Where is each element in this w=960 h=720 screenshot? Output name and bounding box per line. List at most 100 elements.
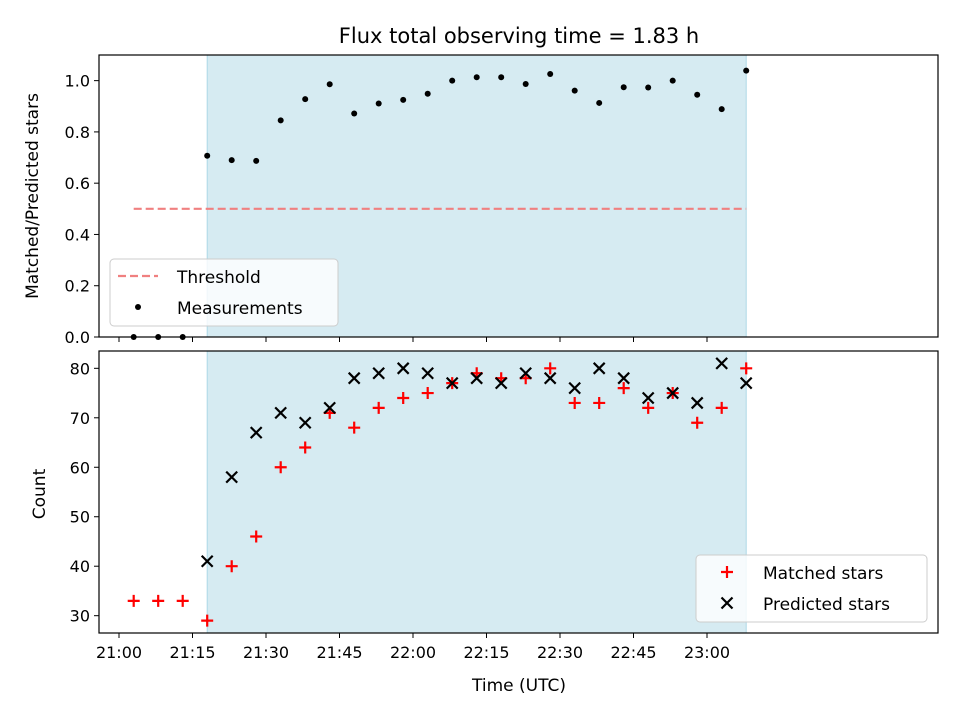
top-y-tick-label: 0.6 [65, 174, 90, 193]
bottom-plot-frame [98, 350, 939, 634]
measurement-point [253, 157, 260, 164]
matched-stars-point [152, 594, 165, 607]
top-y-tick-label: 0.0 [65, 328, 90, 347]
x-tick-label: 21:15 [169, 643, 215, 662]
matched-stars-point [250, 530, 263, 543]
bottom-legend: Matched stars Predicted stars [695, 554, 928, 623]
matched-stars-point [372, 401, 385, 414]
top-y-tick-label: 0.2 [65, 277, 90, 296]
measurement-point [277, 117, 284, 124]
measurement-point [547, 70, 554, 77]
matched-stars-point [348, 421, 361, 434]
matched-stars-point [715, 401, 728, 414]
measurement-point [326, 81, 333, 88]
predicted-stars-point [200, 554, 214, 568]
predicted-stars-point [617, 371, 630, 385]
predicted-stars-point [445, 376, 459, 390]
predicted-stars-point [470, 371, 483, 385]
predicted-stars-point [249, 426, 263, 439]
x-tick-label: 22:00 [390, 643, 436, 662]
measurement-point [400, 96, 407, 103]
predicted-stars-point [666, 386, 679, 400]
measurement-point [498, 74, 505, 81]
measurement-point [694, 91, 701, 98]
predicted-stars-point [372, 366, 385, 380]
matched-stars-point [397, 392, 410, 404]
matched-stars-point [127, 594, 140, 607]
x-tick-label: 21:30 [243, 643, 289, 662]
predicted-stars-point [494, 376, 508, 390]
measurement-point [669, 77, 676, 84]
predicted-stars-point [519, 366, 532, 380]
legend-matched-label: Matched stars [763, 564, 883, 584]
measurement-point [302, 96, 309, 103]
matched-stars-point [691, 416, 704, 429]
x-tick-label: 23:00 [684, 643, 730, 662]
predicted-stars-point [739, 376, 753, 390]
legend-predicted-label: Predicted stars [763, 595, 890, 615]
bottom-y-axis-label: Count [30, 468, 50, 519]
matched-stars-point [593, 396, 606, 409]
legend-threshold-label: Threshold [176, 268, 261, 288]
measurement-point [449, 77, 456, 84]
predicted-stars-point [715, 357, 728, 370]
bottom-y-tick-label: 80 [70, 359, 90, 378]
matched-stars-point [299, 441, 312, 454]
predicted-stars-point [347, 371, 361, 385]
bottom-y-tick-label: 60 [70, 458, 90, 477]
predicted-stars-point [225, 470, 238, 484]
predicted-stars-point [568, 381, 581, 395]
top-y-tick-label: 1.0 [65, 72, 90, 91]
matched-stars-point [225, 560, 238, 573]
matched-stars-point [740, 362, 753, 375]
predicted-stars-point [421, 366, 434, 380]
predicted-stars-point [690, 396, 704, 410]
bottom-y-tick-label: 50 [70, 508, 90, 527]
predicted-stars-point [543, 371, 557, 385]
measurement-point [743, 67, 750, 74]
measurement-point [473, 74, 480, 81]
matched-stars-point [421, 387, 434, 400]
predicted-stars-point [274, 406, 287, 420]
predicted-stars-point [298, 416, 312, 430]
x-axis-label: Time (UTC) [471, 676, 566, 696]
bottom-y-tick-label: 70 [70, 409, 90, 428]
matched-stars-point [617, 382, 630, 395]
measurement-point [718, 106, 725, 113]
top-legend: Threshold Measurements [109, 258, 339, 327]
measurement-point [424, 90, 431, 97]
x-tick-label: 22:30 [537, 643, 583, 662]
top-y-axis-label: Matched/Predicted stars [23, 93, 43, 299]
measurement-point [375, 100, 382, 107]
legend-measurements-swatch [135, 304, 141, 310]
x-tick-label: 21:45 [316, 643, 362, 662]
legend-matched-swatch [721, 566, 733, 578]
matched-stars-point [544, 362, 557, 375]
chart-title: Flux total observing time = 1.83 h [339, 24, 699, 48]
measurement-point [620, 84, 627, 91]
matched-stars-point [201, 614, 214, 627]
measurement-point [228, 157, 235, 164]
bottom-observing-span [206, 350, 747, 634]
top-legend-box [109, 258, 339, 327]
measurement-point [645, 84, 652, 91]
matched-stars-point [274, 461, 287, 474]
top-y-tick-label: 0.8 [65, 123, 90, 142]
predicted-stars-point [641, 391, 655, 405]
x-tick-label: 21:00 [96, 643, 142, 662]
measurement-point [571, 87, 578, 94]
predicted-stars-point [396, 362, 410, 375]
measurement-point [351, 110, 358, 117]
predicted-stars-point [323, 401, 336, 415]
matched-stars-point [176, 594, 189, 607]
matched-stars-point [642, 401, 655, 414]
bottom-y-tick-label: 40 [70, 557, 90, 576]
matched-stars-point [568, 396, 581, 409]
x-tick-label: 22:45 [610, 643, 656, 662]
measurement-point [522, 80, 529, 87]
x-tick-label: 22:15 [463, 643, 509, 662]
top-y-tick-label: 0.4 [65, 225, 90, 244]
legend-predicted-swatch [720, 596, 734, 610]
bottom-legend-box [695, 554, 928, 623]
